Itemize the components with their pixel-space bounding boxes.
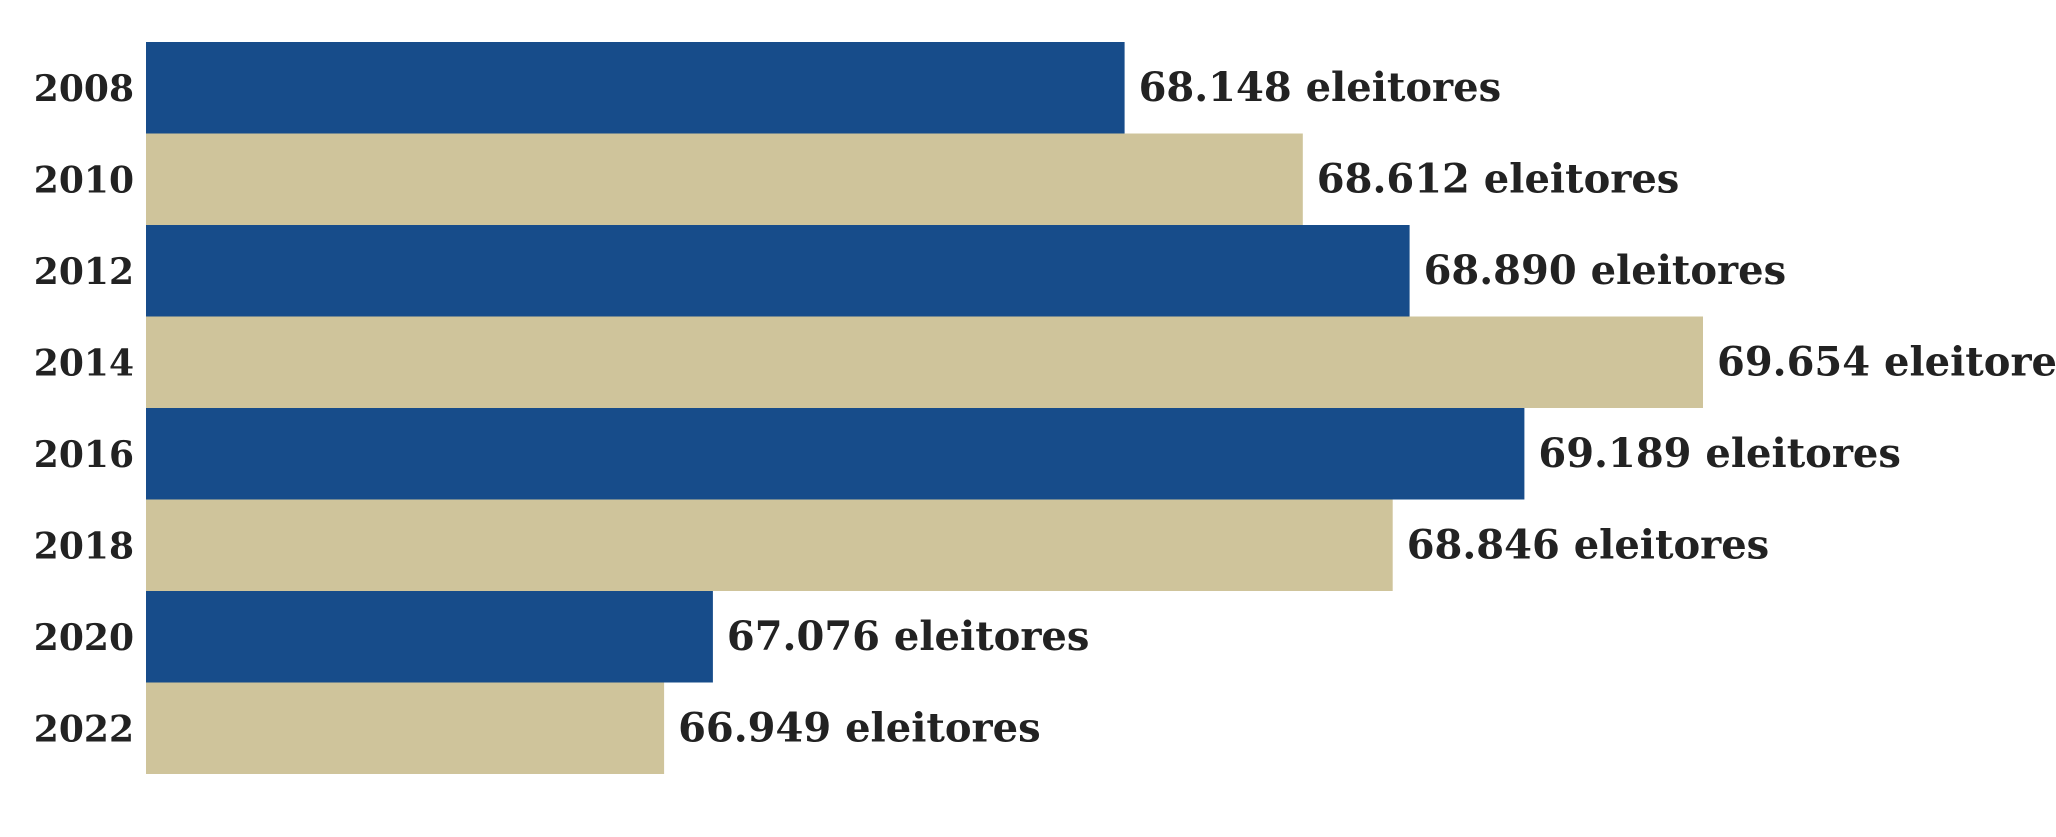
value-label-2020: 67.076 eleitores [727, 613, 1090, 660]
value-label-2022: 66.949 eleitores [678, 704, 1041, 751]
bar-2022 [146, 682, 665, 774]
category-label-2018: 2018 [34, 525, 134, 567]
bar-2012 [146, 225, 1410, 317]
value-label-2018: 68.846 eleitores [1407, 521, 1770, 568]
value-label-2010: 68.612 eleitores [1317, 155, 1680, 202]
category-label-2012: 2012 [34, 251, 134, 293]
bar-2018 [146, 499, 1393, 591]
bar-2016 [146, 408, 1525, 500]
bar-2010 [146, 133, 1303, 225]
value-label-2014: 69.654 eleitores [1717, 338, 2056, 385]
bars-group [146, 42, 1703, 774]
category-label-2008: 2008 [34, 68, 134, 110]
category-label-2020: 2020 [34, 617, 134, 659]
bar-2020 [146, 591, 713, 683]
value-label-2012: 68.890 eleitores [1424, 247, 1787, 294]
category-label-2022: 2022 [34, 708, 134, 750]
category-label-2010: 2010 [34, 159, 134, 201]
category-label-2016: 2016 [34, 434, 134, 476]
value-label-2008: 68.148 eleitores [1139, 64, 1502, 111]
value-labels-group: 68.148 eleitores 68.612 eleitores 68.890 e… [678, 64, 2056, 751]
value-label-2016: 69.189 eleitores [1538, 430, 1901, 477]
bar-2008 [146, 42, 1125, 134]
category-label-2014: 2014 [34, 342, 134, 384]
category-labels-group: 2008 2010 2012 2014 2016 2018 2020 2022 [34, 68, 134, 750]
bar-2014 [146, 316, 1703, 408]
